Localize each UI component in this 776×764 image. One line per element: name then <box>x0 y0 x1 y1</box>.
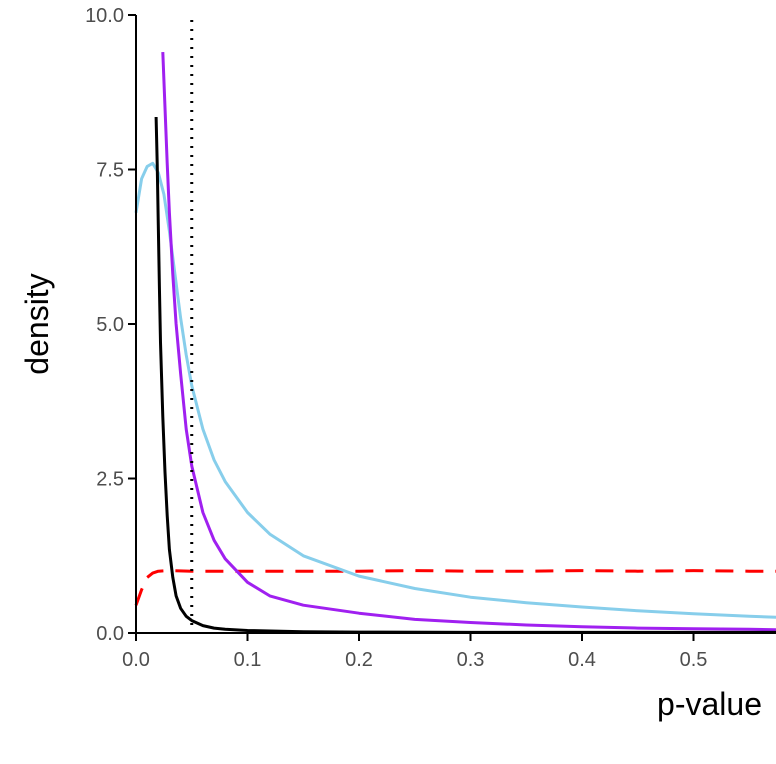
y-tick-label: 5.0 <box>96 314 124 336</box>
x-tick-label: 0.2 <box>345 649 373 671</box>
series-skyblue <box>134 161 776 619</box>
y-tick-label: 0.0 <box>96 623 124 645</box>
y-tick-label: 2.5 <box>96 469 124 491</box>
axis-layer <box>135 15 776 634</box>
x-tick-label: 0.0 <box>122 649 150 671</box>
series-black <box>154 116 776 634</box>
x-tick-label: 0.3 <box>457 649 485 671</box>
series-layer <box>134 52 776 634</box>
x-tick-label: 0.5 <box>680 649 708 671</box>
x-tick-label: 0.1 <box>234 649 262 671</box>
y-tick-label: 7.5 <box>96 160 124 182</box>
tick-layer: 0.0 2.5 5.0 7.5 10.0 0.0 0.1 0.2 0.3 0.4 0.5 <box>85 5 707 671</box>
y-axis-title: density <box>19 273 55 374</box>
series-purple <box>161 52 776 632</box>
y-tick-label: 10.0 <box>85 5 124 27</box>
series-null-red-dashed <box>134 569 776 606</box>
x-tick-label: 0.4 <box>568 649 596 671</box>
x-axis-title: p-value <box>657 686 762 722</box>
